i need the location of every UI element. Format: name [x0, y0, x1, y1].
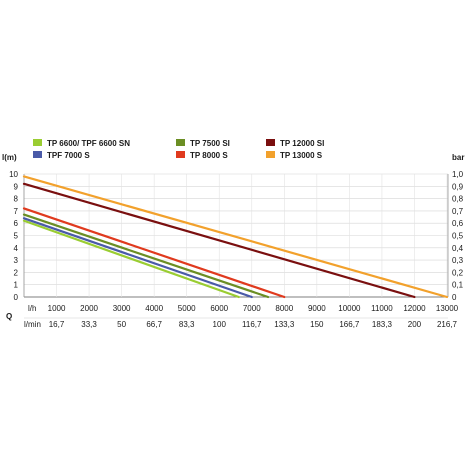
x-tick-lmin: 100	[213, 320, 227, 329]
legend-swatch	[176, 151, 185, 158]
left-tick-label: 6	[14, 219, 19, 228]
legend-label: TPF 7000 S	[47, 151, 90, 160]
x-axis-lmin-label: l/min	[24, 320, 41, 329]
left-tick-label: 3	[14, 256, 19, 265]
x-tick-lmin: 216,7	[437, 320, 458, 329]
x-tick-lh: 5000	[178, 304, 196, 313]
series-line	[22, 207, 286, 299]
x-tick-lh: 4000	[145, 304, 163, 313]
left-tick-label: 8	[14, 195, 19, 204]
right-tick-label: 0,9	[452, 182, 464, 191]
left-tick-label: 9	[14, 182, 19, 191]
x-tick-lh: 11000	[371, 304, 393, 313]
x-tick-lh: 9000	[308, 304, 326, 313]
right-tick-label: 0,4	[452, 244, 464, 253]
right-tick-label: 0	[452, 293, 457, 302]
series-line	[22, 175, 449, 299]
right-tick-label: 0,6	[452, 219, 464, 228]
x-tick-lmin: 83,3	[179, 320, 195, 329]
series-line	[22, 217, 253, 299]
legend-label: TP 7500 SI	[190, 139, 230, 148]
x-tick-lh: 12000	[403, 304, 426, 313]
legend-swatch	[266, 139, 275, 146]
right-tick-label: 0,1	[452, 281, 464, 290]
legend-swatch	[33, 151, 42, 158]
left-tick-label: 1	[14, 281, 19, 290]
x-tick-lmin: 16,7	[49, 320, 65, 329]
series-layer	[22, 175, 449, 299]
left-tick-label: 2	[14, 268, 19, 277]
right-tick-label: 0,7	[452, 207, 464, 216]
right-tick-label: 1,0	[452, 170, 464, 179]
legend-label: TP 8000 S	[190, 151, 228, 160]
x-tick-lh: 6000	[210, 304, 228, 313]
right-tick-label: 0,8	[452, 195, 464, 204]
x-tick-lmin: 66,7	[146, 320, 162, 329]
x-tick-lmin: 166,7	[339, 320, 360, 329]
left-tick-label: 7	[14, 207, 19, 216]
series-line	[22, 182, 416, 299]
x-tick-lmin: 183,3	[372, 320, 393, 329]
x-tick-lh: 13000	[436, 304, 459, 313]
x-tick-lh: 1000	[48, 304, 66, 313]
left-tick-label: 4	[14, 244, 19, 253]
legend-label: TP 12000 SI	[280, 139, 324, 148]
right-tick-label: 0,3	[452, 256, 464, 265]
legend-label: TP 13000 S	[280, 151, 323, 160]
left-tick-label: 0	[14, 293, 19, 302]
q-label: Q	[6, 312, 12, 321]
series-line	[22, 219, 240, 299]
right-tick-label: 0,2	[452, 268, 464, 277]
legend-swatch	[266, 151, 275, 158]
legend: TP 6600/ TPF 6600 SN TP 7500 SI TP 12000 S…	[33, 139, 324, 160]
x-tick-lmin: 150	[310, 320, 324, 329]
x-tick-lh: 2000	[80, 304, 98, 313]
legend-label: TP 6600/ TPF 6600 SN	[47, 139, 130, 148]
x-tick-lmin: 200	[408, 320, 422, 329]
x-tick-lmin: 50	[117, 320, 126, 329]
x-axis-lh-label: l/h	[28, 304, 36, 313]
x-tick-lh: 8000	[275, 304, 293, 313]
axes: l(m) bar Q l/h l/min 0 0 1 0,1 2 0,2 3 0,3 4 0,4 5…	[2, 153, 464, 329]
legend-swatch	[176, 139, 185, 146]
right-axis-label: bar	[452, 153, 464, 162]
left-tick-label: 10	[9, 170, 18, 179]
x-tick-lh: 10000	[338, 304, 361, 313]
x-tick-lmin: 33,3	[81, 320, 97, 329]
x-tick-lmin: 116,7	[242, 320, 262, 329]
left-tick-label: 5	[14, 232, 19, 241]
x-tick-lh: 7000	[243, 304, 261, 313]
left-axis-label: l(m)	[2, 153, 17, 162]
x-tick-lh: 3000	[113, 304, 131, 313]
x-tick-lmin: 133,3	[274, 320, 295, 329]
right-tick-label: 0,5	[452, 232, 464, 241]
legend-swatch	[33, 139, 42, 146]
series-line	[22, 213, 270, 299]
